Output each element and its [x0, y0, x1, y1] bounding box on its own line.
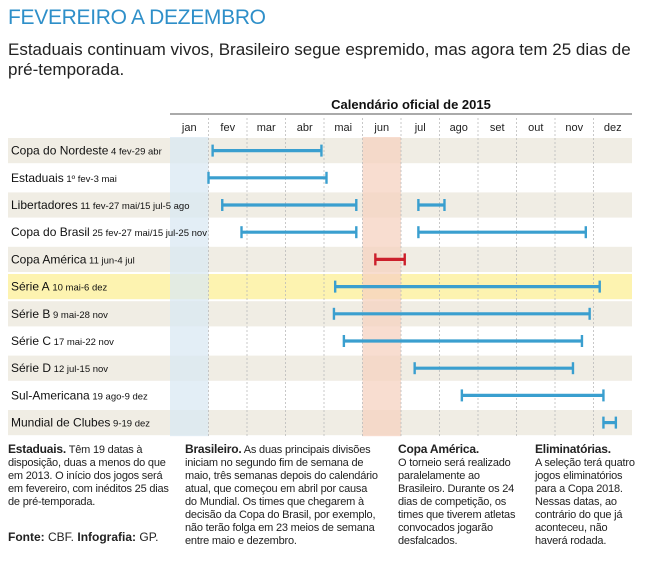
row-dates: 1º fev-3 mai: [64, 174, 117, 185]
headline: FEVEREIRO A DEZEMBRO: [8, 6, 266, 29]
row-dates: 25 fev-27 mai/15 jul-25 nov: [90, 228, 207, 239]
row-name: Copa do Nordeste: [11, 144, 109, 158]
month-label: mar: [257, 122, 276, 134]
month-label: out: [528, 122, 543, 134]
note-title: Brasileiro.: [185, 442, 242, 456]
note-estaduais: Estaduais. Têm 19 datas à disposição, du…: [8, 443, 173, 509]
january-highlight: [170, 137, 209, 437]
note-title: Copa América.: [398, 442, 479, 456]
row-name: Série D: [11, 361, 51, 375]
month-label: dez: [604, 122, 622, 134]
row-label: Série B 9 mai-28 nov: [11, 307, 108, 321]
month-label: fev: [220, 122, 235, 134]
month-label: abr: [297, 122, 313, 134]
row-dates: 9-19 dez: [110, 419, 150, 430]
row-label: Copa do Brasil 25 fev-27 mai/15 jul-25 n…: [11, 225, 207, 239]
row-name: Mundial de Clubes: [11, 416, 110, 430]
row-dates: 4 fev-29 abr: [108, 147, 161, 158]
source-label: Fonte:: [8, 530, 45, 544]
month-label: set: [490, 122, 505, 134]
month-label: jan: [181, 122, 197, 134]
credit-value: GP.: [139, 530, 159, 544]
credit-label: Infografia:: [77, 530, 137, 544]
row-label: Copa América 11 jun-4 jul: [11, 252, 135, 266]
row-name: Copa do Brasil: [11, 225, 90, 239]
subtitle: Estaduais continuam vivos, Brasileiro se…: [8, 40, 631, 79]
note-text: As duas principais divisões iniciam no s…: [185, 444, 378, 547]
month-label: mai: [334, 122, 352, 134]
row-label: Série C 17 mai-22 nov: [11, 334, 114, 348]
row-label: Libertadores 11 fev-27 mai/15 jul-5 ago: [11, 198, 190, 212]
note-title: Estaduais.: [8, 442, 67, 456]
row-label: Estaduais 1º fev-3 mai: [11, 171, 117, 185]
note-eliminatorias: Eliminatórias. A seleção terá quatro jog…: [535, 443, 635, 548]
calendar-chart: Calendário oficial de 2015 jan fev mar abr ma…: [8, 97, 632, 437]
row-name: Sul-Americana: [11, 388, 90, 402]
row-label: Mundial de Clubes 9-19 dez: [11, 416, 150, 430]
row-label: Copa do Nordeste 4 fev-29 abr: [11, 144, 162, 158]
row-dates: 19 ago-9 dez: [90, 391, 148, 402]
row-dates: 11 fev-27 mai/15 jul-5 ago: [78, 201, 190, 212]
row-name: Libertadores: [11, 198, 78, 212]
note-text: O torneio será realizado paralelamente a…: [398, 457, 516, 547]
note-title: Eliminatórias.: [535, 442, 611, 456]
month-label: ago: [450, 122, 468, 134]
note-text: Têm 19 datas à disposição, duas a menos …: [8, 444, 169, 508]
row-label: Série A 10 mai-6 dez: [11, 280, 108, 294]
row-dates: 12 jul-15 nov: [51, 364, 108, 375]
row-dates: 11 jun-4 jul: [86, 255, 134, 266]
chart-title: Calendário oficial de 2015: [331, 97, 491, 112]
row-label: Série D 12 jul-15 nov: [11, 361, 108, 375]
note-copa-america: Copa América. O torneio será realizado p…: [398, 443, 523, 548]
row-name: Série A: [11, 280, 50, 294]
row-band: [8, 410, 632, 436]
source-line: Fonte: CBF. Infografia: GP.: [8, 530, 159, 544]
note-text: A seleção terá quatro jogos eliminatório…: [535, 457, 635, 547]
row-name: Copa América: [11, 252, 87, 266]
month-label: nov: [565, 122, 583, 134]
row-name: Série C: [11, 334, 51, 348]
row-dates: 17 mai-22 nov: [51, 337, 114, 348]
note-brasileiro: Brasileiro. As duas principais divisões …: [185, 443, 380, 548]
row-band: [8, 246, 632, 272]
month-label: jul: [414, 122, 426, 134]
row-name: Estaduais: [11, 171, 64, 185]
row-dates: 9 mai-28 nov: [50, 310, 108, 321]
source-value: CBF.: [48, 530, 75, 544]
row-label: Sul-Americana 19 ago-9 dez: [11, 388, 148, 402]
row-name: Série B: [11, 307, 50, 321]
row-dates: 10 mai-6 dez: [50, 283, 108, 294]
month-label: jun: [373, 122, 389, 134]
